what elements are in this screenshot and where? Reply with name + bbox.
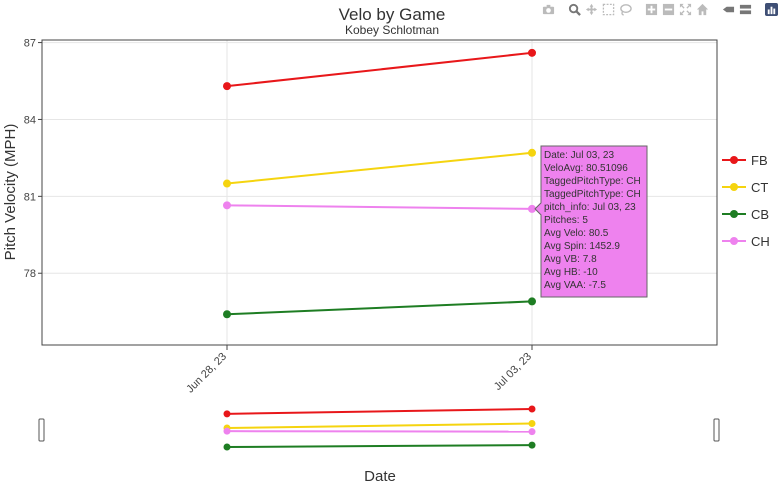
zoom-in-icon[interactable]: [644, 2, 658, 16]
slider-point-ch: [223, 427, 231, 435]
data-point-ct[interactable]: [223, 179, 231, 188]
legend-label: CH: [751, 234, 770, 249]
chart-subtitle: Kobey Schlotman: [345, 23, 439, 37]
slider-point-cb: [528, 441, 536, 449]
y-axis-label: Pitch Velocity (MPH): [2, 124, 19, 261]
y-tick-label: 81: [24, 191, 36, 203]
tooltip-line: TaggedPitchType: CH: [544, 189, 641, 200]
tooltip-line: Date: Jul 03, 23: [544, 150, 614, 161]
y-tick-label: 78: [24, 268, 36, 280]
slider-point-ch: [528, 428, 536, 436]
gridlines: [42, 40, 717, 345]
camera-icon[interactable]: [541, 2, 555, 16]
legend-swatch-marker: [730, 237, 738, 245]
zoom-out-icon[interactable]: [661, 2, 675, 16]
series-line-fb[interactable]: [226, 51, 533, 88]
data-point-fb[interactable]: [223, 82, 231, 91]
plotly-logo-icon[interactable]: [764, 2, 778, 16]
plot-area[interactable]: [41, 39, 718, 346]
legend-swatch-marker: [730, 210, 738, 218]
legend-item-cb[interactable]: CB: [722, 207, 769, 222]
data-point-fb[interactable]: [528, 48, 536, 57]
slider-line-cb: [226, 444, 533, 448]
legend-swatch-marker: [730, 156, 738, 164]
data-point-cb[interactable]: [223, 310, 231, 319]
data-point-ct[interactable]: [528, 148, 536, 157]
home-icon[interactable]: [695, 2, 709, 16]
legend-label: CB: [751, 207, 769, 222]
series-lines: [226, 51, 533, 316]
slider-line-ct: [226, 422, 533, 429]
zoom-icon[interactable]: [567, 2, 581, 16]
legend-label: CT: [751, 180, 768, 195]
tooltip-line: Avg HB: -10: [544, 267, 598, 278]
y-tick-label: 84: [24, 114, 36, 126]
tooltip-line: pitch_info: Jul 03, 23: [544, 202, 636, 213]
data-point-ch[interactable]: [528, 204, 536, 213]
slider-point-fb: [223, 410, 231, 418]
tooltip-line: Pitches: 5: [544, 215, 588, 226]
y-axis-ticks: 78 81 84 87: [24, 38, 42, 280]
slider-line-fb: [226, 408, 533, 415]
autoscale-icon[interactable]: [678, 2, 692, 16]
tooltip-line: TaggedPitchType: CH: [544, 176, 641, 187]
legend-label: FB: [751, 153, 768, 168]
lasso-icon[interactable]: [618, 2, 632, 16]
slider-point-fb: [528, 405, 536, 413]
range-slider-left-handle[interactable]: [38, 418, 45, 442]
slider-point-ct: [528, 420, 536, 428]
tooltip-line: Avg Velo: 80.5: [544, 228, 609, 239]
hover-tooltip: Date: Jul 03, 23 VeloAvg: 80.51096 TaggedP…: [534, 145, 648, 298]
pan-icon[interactable]: [584, 2, 598, 16]
tooltip-line: Avg VAA: -7.5: [544, 280, 606, 291]
hover-closest-icon[interactable]: [738, 2, 752, 16]
slider-point-cb: [223, 443, 231, 451]
slider-line-ch: [226, 430, 533, 433]
tooltip-line: Avg VB: 7.8: [544, 254, 597, 265]
x-axis-label: Date: [364, 468, 396, 485]
data-point-cb[interactable]: [528, 297, 536, 306]
y-tick-label: 87: [24, 38, 36, 50]
series-line-ch[interactable]: [226, 204, 533, 210]
tooltip-box: [534, 145, 648, 298]
range-slider[interactable]: [223, 405, 536, 451]
range-slider-right-handle[interactable]: [713, 418, 720, 442]
box-select-icon[interactable]: [601, 2, 615, 16]
legend: FB CT CB CH: [722, 153, 770, 249]
chart-title: Velo by Game: [339, 5, 446, 24]
legend-item-fb[interactable]: FB: [722, 153, 768, 168]
modebar: [541, 2, 778, 16]
spike-lines-icon[interactable]: [721, 2, 735, 16]
series-line-ct[interactable]: [226, 151, 533, 185]
legend-swatch-marker: [730, 183, 738, 191]
x-tick-label: Jun 28, 23: [184, 351, 229, 396]
legend-item-ct[interactable]: CT: [722, 180, 768, 195]
series-line-cb[interactable]: [226, 300, 533, 316]
tooltip-line: Avg Spin: 1452.9: [544, 241, 620, 252]
tooltip-line: VeloAvg: 80.51096: [544, 163, 628, 174]
data-point-ch[interactable]: [223, 201, 231, 210]
x-tick-label: Jul 03, 23: [492, 351, 534, 393]
x-axis-ticks: Jun 28, 23 Jul 03, 23: [184, 345, 534, 395]
legend-item-ch[interactable]: CH: [722, 234, 770, 249]
series-markers: [223, 48, 536, 319]
